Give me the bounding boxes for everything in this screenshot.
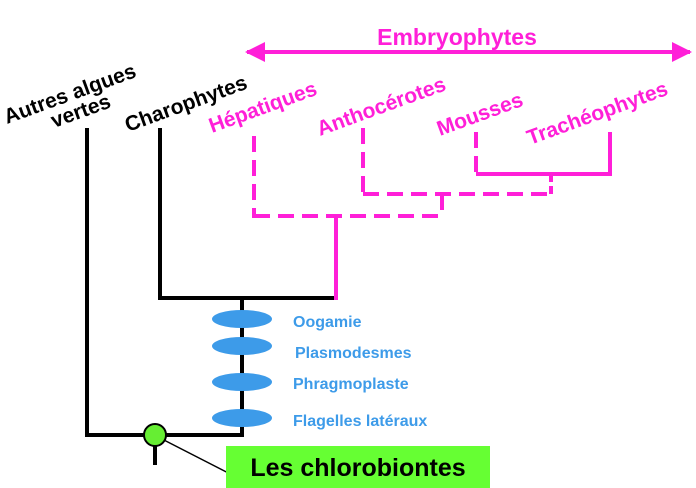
character-marker-flagelles <box>212 409 272 427</box>
character-marker-oogamie <box>212 310 272 328</box>
taxon-label-mousses: Mousses <box>434 88 526 140</box>
chlorobiontes-box <box>226 446 490 488</box>
taxon-label-anthocerotes: Anthocérotes <box>314 73 449 141</box>
magenta-branches <box>252 128 612 300</box>
character-label-oogamie: Oogamie <box>293 314 362 331</box>
chlorobiontes-label: Les chlorobiontes <box>250 454 465 482</box>
character-label-flagelles: Flagelles latéraux <box>293 413 427 430</box>
character-marker-phragmoplaste <box>212 373 272 391</box>
embryophytes-label: Embryophytes <box>377 24 537 50</box>
character-marker-plasmodesmes <box>212 337 272 355</box>
taxon-label-tracheophytes: Trachéophytes <box>524 77 671 149</box>
character-label-plasmodesmes: Plasmodesmes <box>295 345 412 362</box>
character-label-phragmoplaste: Phragmoplaste <box>293 376 409 393</box>
root-node <box>143 423 167 447</box>
